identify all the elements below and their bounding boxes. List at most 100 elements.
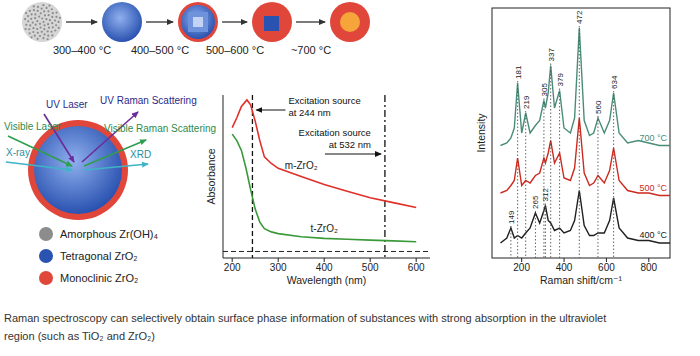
annotation-arrow [325,154,381,155]
series-label: 700 °C [639,133,667,143]
probe-label: UV Raman Scattering [100,95,197,106]
peak-label: 149 [507,210,516,224]
curve-label: m-ZrO₂ [285,160,318,171]
sequence-arrow [296,21,325,22]
speckle [41,31,43,33]
annotation-arrow [256,110,285,111]
probe-label: UV Laser [46,99,88,110]
legend-label: Monoclinic ZrO₂ [60,272,138,284]
peak-label: 219 [522,95,531,109]
peak-line [550,64,551,259]
speckle [33,5,35,7]
probe-label: X-ray [6,147,30,158]
speckle [54,29,56,31]
raman-chart: 200400600800Raman shift/cm⁻¹Intensity181… [475,8,670,286]
plot-frame [492,8,670,258]
plot-area [501,26,671,258]
speckle [33,9,35,11]
speckle [42,21,44,23]
peak-label: 379 [556,73,565,87]
speckle [51,16,53,18]
figure: 300–400 °C400–500 °C500–600 °C~700 °CUV … [0,0,700,356]
excitation-line [384,95,385,258]
speckle [47,10,49,12]
series-label: 500 °C [639,183,667,193]
speckle [45,7,47,9]
speckle [51,22,53,24]
peak-line [517,81,518,258]
speckle [34,35,36,37]
probe-label: Visible Raman Scattering [104,123,216,134]
plot-area [223,95,430,258]
speckle [59,17,61,19]
x-axis-title: Raman shift/cm⁻¹ [540,274,622,286]
speckle [44,14,46,16]
particle-core [181,5,215,39]
peak-line [613,91,614,258]
legend-swatch [39,249,53,263]
peak-line [525,111,526,258]
legend-label: Tetragonal ZrO₂ [60,250,138,262]
speckle [48,5,50,7]
speckle [24,18,26,20]
speckle [47,35,49,37]
peak-label: 560 [594,100,603,114]
speckle [24,28,26,30]
speckle [39,35,41,37]
speckle [43,24,45,26]
speckle [41,17,43,19]
speckle [42,37,44,39]
temperature-label: ~700 °C [291,44,331,56]
x-axis [223,258,430,259]
x-tick-label: 200 [513,262,530,273]
y-axis [223,95,224,258]
x-tick-label: 200 [224,262,241,273]
speckle [37,38,39,40]
y-axis-title: Intensity [475,113,487,153]
legend-swatch [39,227,53,241]
tetragonal-particle [102,2,142,42]
x-tick-label: 500 [362,262,379,273]
peak-line [535,211,536,258]
peak-label: 337 [547,48,556,62]
caption: Raman spectroscopy can selectively obtai… [4,312,606,342]
legend-label: Amorphous Zr(OH)₄ [60,228,159,240]
speckle [29,24,31,26]
x-tick-label: 400 [556,262,573,273]
speckle [32,31,34,33]
speckle [25,12,27,14]
speckle [39,23,41,25]
peak-line [597,116,598,258]
curve-label: t-ZrO₂ [311,223,338,234]
speckle [48,14,50,16]
speckle [43,33,45,35]
particle-shell [178,2,218,42]
speckle [35,24,37,26]
tetragonal-core [34,126,122,214]
particle-center [340,12,360,32]
speckle [47,38,49,40]
phase-sequence: 300–400 °C400–500 °C500–600 °C~700 °C [22,2,370,56]
speckle [37,10,39,12]
speckle [49,19,51,21]
caption-line: Raman spectroscopy can selectively obtai… [4,312,606,324]
probe-arrow [6,162,72,170]
peak-line [510,226,511,258]
probe-diagram: UV LaserUV Raman ScatteringVisible Laser… [4,95,216,285]
speckle [30,18,32,20]
speckle [36,20,38,22]
speckle [36,28,38,30]
speckle [29,32,31,34]
temperature-label: 500–600 °C [206,44,264,56]
peak-line [545,204,546,259]
sequence-arrow [66,21,97,22]
absorbance-curve [232,134,416,242]
speckle [43,28,45,30]
x-tick-label: 400 [316,262,333,273]
speckle [40,12,42,14]
speckle [55,12,57,14]
peak-line [579,26,580,258]
peak-label: 312 [541,188,550,202]
peak-label: 305 [540,83,549,97]
speckle [42,4,44,6]
